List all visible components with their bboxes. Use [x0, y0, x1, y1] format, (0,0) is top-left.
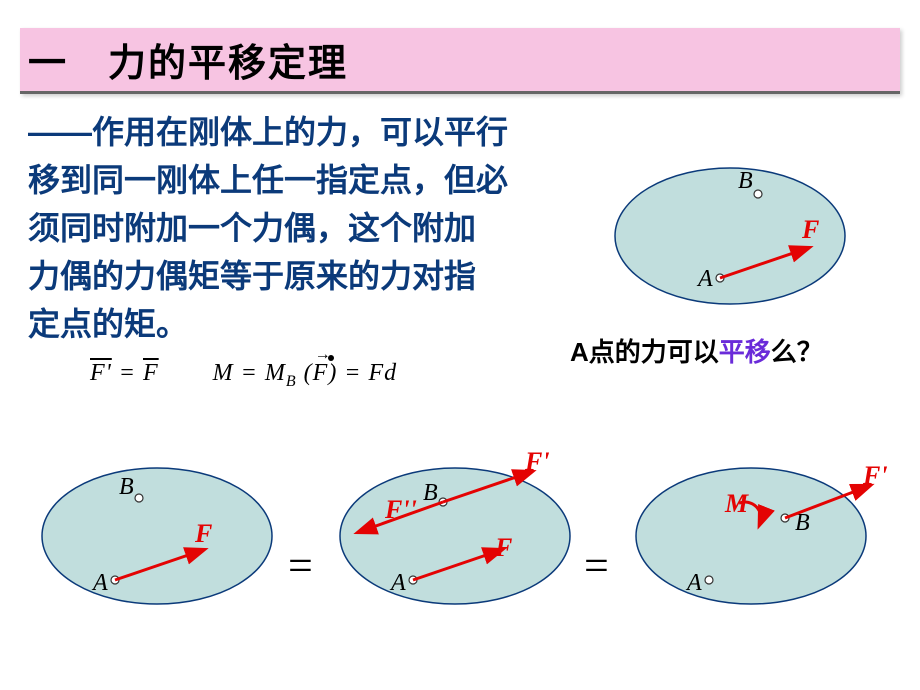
svg-text:A: A: [91, 570, 108, 596]
svg-text:F: F: [494, 533, 512, 562]
svg-text:M: M: [724, 489, 749, 518]
svg-text:F': F': [862, 461, 888, 490]
svg-text:F: F: [801, 215, 819, 244]
svg-text:A: A: [696, 266, 713, 292]
equals-1: =: [288, 540, 313, 591]
diagram-canvas: BAFBAFBAFF'F''BAF'M: [0, 0, 920, 690]
svg-text:F': F': [524, 447, 550, 476]
svg-text:F'': F'': [384, 495, 417, 524]
svg-text:F: F: [194, 519, 212, 548]
svg-text:B: B: [738, 168, 753, 194]
svg-text:B: B: [423, 480, 438, 506]
svg-text:A: A: [389, 570, 406, 596]
svg-text:A: A: [685, 570, 702, 596]
svg-text:B: B: [119, 474, 134, 500]
equals-2: =: [584, 540, 609, 591]
